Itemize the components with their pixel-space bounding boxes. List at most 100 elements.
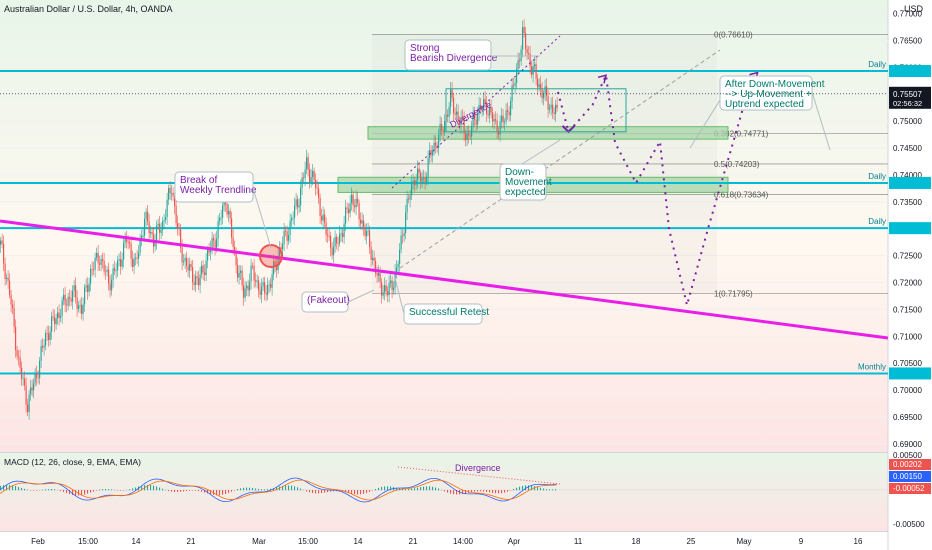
macd-histogram-bar: [135, 487, 137, 491]
macd-histogram-bar: [426, 486, 428, 491]
candle-body: [108, 269, 110, 284]
annotation-after-down[interactable]: After Down-Movement--> Up-Movement +Uptr…: [719, 75, 825, 111]
candle-body: [502, 115, 504, 123]
candle-body: [55, 318, 57, 325]
candle-body: [229, 210, 231, 219]
macd-histogram-bar: [66, 490, 68, 494]
time-tick-label: 9: [799, 537, 804, 546]
trendline-break-marker[interactable]: [259, 244, 283, 268]
macd-histogram-bar: [243, 487, 245, 491]
candle-body: [546, 86, 548, 97]
candle-body: [270, 284, 272, 288]
macd-histogram-bar: [222, 490, 224, 495]
macd-histogram-bar: [81, 490, 83, 496]
annotation-text: Successful Retest: [409, 307, 489, 318]
time-axis[interactable]: [0, 531, 888, 550]
drawings[interactable]: [0, 35, 889, 340]
support-resistance-levels[interactable]: Daily Daily Daily Monthly: [0, 60, 888, 375]
candle-body: [474, 114, 476, 120]
main-pane[interactable]: [0, 0, 888, 452]
macd-histogram-bar: [507, 490, 509, 492]
candle-body: [211, 238, 213, 249]
macd-pane[interactable]: [0, 453, 888, 531]
candle-body: [405, 212, 407, 233]
demand-zone[interactable]: [367, 126, 729, 140]
candle-body: [541, 89, 543, 99]
macd-histogram-bar: [417, 487, 419, 491]
level-price-tag: [889, 222, 931, 235]
candle-body: [366, 231, 368, 237]
macd-divergence-line[interactable]: [397, 466, 561, 485]
projection-path[interactable]: [557, 71, 759, 306]
consolidation-box[interactable]: [445, 88, 627, 133]
macd-histogram-bar: [369, 490, 371, 492]
signal-line: [0, 479, 557, 501]
annotation-successful-retest[interactable]: Successful Retest: [403, 303, 489, 325]
candle-body: [42, 346, 44, 348]
candle-body: [237, 265, 239, 278]
macd-indicator[interactable]: MACD (12, 26, close, 9, EMA, EMA) Diverge…: [0, 451, 931, 529]
candle-body: [427, 158, 429, 177]
macd-histogram-bar: [24, 488, 26, 491]
candle-body: [259, 290, 261, 295]
candle-body: [553, 112, 555, 114]
candle-body: [471, 125, 473, 137]
price-tick-label: 0.70000: [893, 386, 922, 395]
candle-body: [189, 264, 191, 271]
candle-body: [175, 206, 177, 224]
macd-histogram-bar: [165, 489, 167, 491]
candle-body: [346, 207, 348, 209]
candle-body: [21, 367, 23, 379]
candle-body: [322, 214, 324, 221]
candle-body: [151, 231, 153, 235]
channel-dashed-line[interactable]: [399, 49, 721, 269]
macd-histogram-bar: [36, 490, 38, 491]
candle-body: [325, 222, 327, 235]
candle-body: [312, 170, 314, 178]
macd-histogram-bar: [0, 485, 2, 491]
macd-histogram-bar: [303, 489, 305, 491]
candle-body: [138, 252, 140, 259]
candle-body: [499, 121, 501, 135]
fibonacci-retracement[interactable]: 0(0.76610) 0.382(0.74771) 0.5(0.74203) 0.61…: [372, 30, 888, 299]
macd-histogram-bar: [48, 489, 50, 491]
macd-histogram-bar: [285, 485, 287, 491]
macd-histogram-bar: [516, 487, 518, 491]
candle-body: [514, 82, 516, 86]
candle-body: [544, 86, 546, 94]
candle-body: [180, 229, 182, 248]
macd-histogram-bar: [180, 490, 182, 492]
candle-body: [343, 223, 345, 238]
annotation-box[interactable]: [499, 163, 547, 201]
candle-body: [186, 257, 188, 267]
candle-body: [147, 211, 149, 222]
candle-body: [496, 120, 498, 132]
candle-body: [144, 218, 146, 236]
macd-histogram-bar: [555, 489, 557, 491]
macd-histogram-bar: [429, 486, 431, 491]
time-tick-label: 21: [409, 537, 418, 546]
annotation-fakeout[interactable]: (Fakeout): [301, 291, 350, 313]
macd-histogram-bar: [540, 487, 542, 491]
annotation-text: (Fakeout): [307, 295, 350, 306]
annotation-text: Break of: [180, 175, 217, 186]
weekly-trendline[interactable]: [0, 219, 889, 340]
level-price-tag: [889, 65, 931, 78]
candle-body: [58, 312, 60, 318]
macd-histogram-bar: [108, 489, 110, 491]
time-axis-labels: Feb 15:00 14 21 Mar 15:00 14 21 14:00 Apr 11 18 25 Ma…: [31, 537, 863, 546]
annotation-box[interactable]: [404, 39, 492, 71]
fib-label: 0.618(0.73634): [714, 191, 769, 200]
candle-body: [333, 246, 335, 256]
candle-body: [498, 131, 500, 135]
macd-histogram-bar: [462, 490, 464, 495]
price-tick-label: 0.71500: [893, 305, 922, 314]
candle-body: [94, 257, 96, 270]
annotation-box[interactable]: [174, 171, 254, 203]
macd-divergence-label: Divergence: [455, 463, 501, 473]
